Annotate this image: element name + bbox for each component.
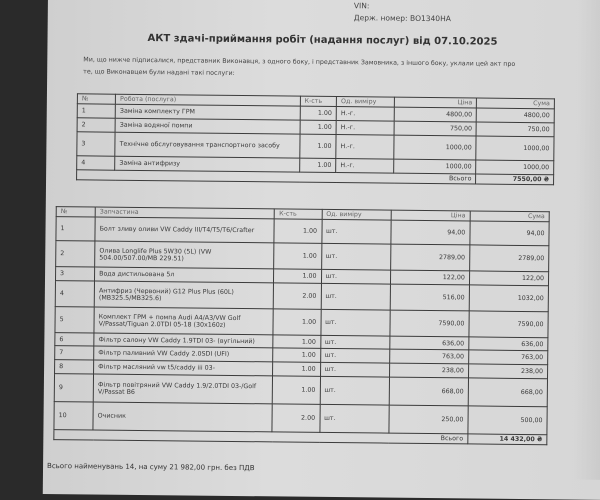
table-cell: шт. <box>320 283 391 311</box>
footer-summary: Всього найменувань 14, на суму 21 982,00… <box>47 462 255 473</box>
table-cell: 122,00 <box>390 270 470 285</box>
table-cell: шт. <box>321 219 391 245</box>
table-cell: 763,00 <box>468 349 548 365</box>
table-cell: 1000,00 <box>476 135 555 161</box>
table-cell: шт. <box>321 243 391 271</box>
table-cell: Олива Longlife Plus 5W30 (5L) (VW 504.00… <box>94 241 275 269</box>
column-header: № <box>77 93 116 105</box>
table-cell: 94,00 <box>390 220 470 245</box>
table-cell: 1.00 <box>273 308 321 336</box>
table-cell: 238,00 <box>389 363 469 378</box>
table-cell: 500,00 <box>467 405 548 435</box>
column-header: К-сть <box>299 96 337 107</box>
table-cell: 1 <box>55 216 96 242</box>
column-header: Од. виміру <box>321 209 391 221</box>
table-cell: 1.00 <box>299 134 337 159</box>
column-header: № <box>56 206 96 218</box>
vin-label: VIN: <box>353 1 370 11</box>
table-cell: шт. <box>320 362 390 378</box>
table-cell: 9 <box>54 373 94 402</box>
table-cell: Технічне обслуговування транспортного за… <box>114 132 300 159</box>
table-cell: 6 <box>54 332 95 346</box>
table-cell: 7590,00 <box>389 310 470 337</box>
table-cell: 516,00 <box>389 284 470 311</box>
table-cell: 1000,00 <box>476 159 554 175</box>
table-cell: шт. <box>319 404 389 434</box>
table-cell: шт. <box>320 335 390 350</box>
table-cell: 1000,00 <box>393 135 477 160</box>
table-cell: 636,00 <box>389 336 469 350</box>
table-cell: 122,00 <box>469 270 549 286</box>
column-header: К-сть <box>274 208 322 220</box>
table-cell: 1032,00 <box>469 284 549 312</box>
table-cell: 668,00 <box>468 377 548 407</box>
table-cell: 5 <box>54 306 95 334</box>
vin-line: VIN: <box>354 1 370 10</box>
table-cell: 238,00 <box>468 363 548 379</box>
table-cell: Н.-г. <box>335 158 394 174</box>
table-cell: шт. <box>321 269 391 285</box>
intro-text: Ми, що нижче підписалися, представник Ви… <box>83 56 516 77</box>
table-cell: 1.00 <box>274 218 322 244</box>
table-cell: Комплект ГРМ + помпа Audi A4/A3/VW Golf … <box>94 307 274 335</box>
table-cell: Н.-г. <box>336 106 395 122</box>
table-cell: Антифриз (Червоний) G12 Plus Plus (60L) … <box>94 281 274 309</box>
table-cell: 1.00 <box>272 375 321 405</box>
table-cell: 4 <box>55 280 95 308</box>
table-cell: 1.00 <box>273 347 321 363</box>
table-cell: 1.00 <box>274 242 322 270</box>
column-header: Од. виміру <box>336 96 395 108</box>
table-cell: Болт зливу оливи VW Caddy III/T4/T5/T6/C… <box>94 217 275 243</box>
table-cell: 668,00 <box>388 377 469 406</box>
table-cell: 1.00 <box>299 120 337 135</box>
table-cell: 750,00 <box>394 121 477 136</box>
table-cell: 7590,00 <box>468 310 549 338</box>
table-cell: 4800,00 <box>394 107 477 122</box>
document-page: VIN: Держ. номер: ВО1340НА АКТ здачі-при… <box>42 0 600 500</box>
table-cell: 10 <box>53 401 94 430</box>
table-cell: 94,00 <box>469 220 550 246</box>
table-cell: 750,00 <box>476 121 555 137</box>
table-cell: 3 <box>55 266 95 282</box>
table-cell: 1.00 <box>273 268 322 284</box>
table-cell: 1.00 <box>299 158 336 173</box>
table-cell: Н.-г. <box>335 134 395 160</box>
plate-line: Держ. номер: ВО1340НА <box>354 13 451 23</box>
parts-table: № Запчастина К-сть Од. виміру Ціна Сума 1 Болт … <box>53 206 550 445</box>
table-cell: 8 <box>54 359 94 374</box>
table-cell: 2 <box>77 117 116 133</box>
works-table: № Робота (послуга) К-сть Од. виміру Ціна Сума… <box>76 93 555 185</box>
table-cell: Фільтр повітряний VW Caddy 1.9/2.0TDI 03… <box>93 373 273 404</box>
plate-label: Держ. номер: <box>353 13 408 23</box>
table-cell: шт. <box>319 376 390 406</box>
table-cell: 2789,00 <box>469 244 549 272</box>
plate-value: ВО1340НА <box>409 13 451 24</box>
document-title: АКТ здачі-приймання робіт (надання послу… <box>147 33 498 48</box>
table-cell: 7 <box>54 345 94 360</box>
table-cell: 763,00 <box>389 349 469 364</box>
table-cell: 1.00 <box>299 106 337 121</box>
table-cell: 1.00 <box>273 334 321 349</box>
table-cell: 636,00 <box>468 336 548 351</box>
table-cell: 3 <box>76 131 116 157</box>
table-cell: Очисник <box>93 401 273 432</box>
table-cell: 1000,00 <box>393 159 477 174</box>
total-value: 14 432,00 ₴ <box>467 433 547 445</box>
table-cell: 2789,00 <box>390 244 470 271</box>
table-cell: 2 <box>55 240 95 268</box>
total-value: 7550,00 ₴ <box>475 173 554 185</box>
table-cell: 1.00 <box>272 361 321 377</box>
table-cell: 250,00 <box>388 405 469 434</box>
table-cell: 1 <box>77 103 116 119</box>
table-cell: 2.00 <box>273 282 322 310</box>
table-cell: 4 <box>76 155 115 171</box>
table-cell: 2.00 <box>272 403 320 433</box>
table-cell: Н.-г. <box>336 120 395 136</box>
table-cell: шт. <box>320 309 390 337</box>
table-cell: шт. <box>320 348 390 364</box>
table-cell: 4800,00 <box>476 107 555 123</box>
